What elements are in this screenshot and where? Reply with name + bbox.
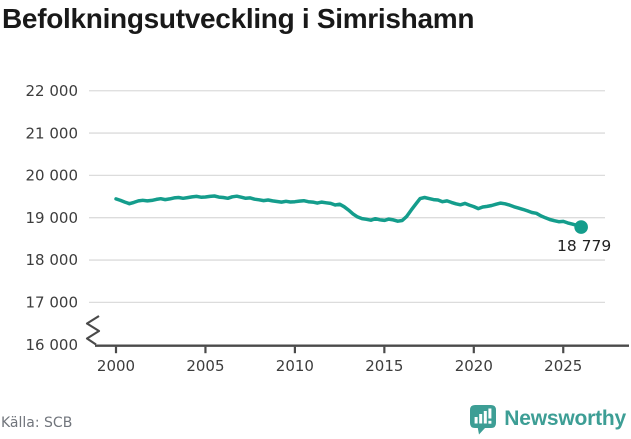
newsworthy-logo-icon xyxy=(470,404,497,434)
y-axis-label: 18 000 xyxy=(26,251,79,269)
y-axis-label: 22 000 xyxy=(26,82,79,100)
x-axis-label: 2000 xyxy=(97,357,135,375)
axis-break-icon xyxy=(85,315,101,346)
y-axis-label: 17 000 xyxy=(26,294,79,312)
y-axis-label: 19 000 xyxy=(26,209,79,227)
x-axis-label: 2005 xyxy=(186,357,224,375)
population-line xyxy=(114,194,583,229)
x-axis-label: 2025 xyxy=(544,357,582,375)
y-axis-label: 21 000 xyxy=(26,124,79,142)
chart-canvas: 22 000 21 000 20 000 19 000 18 000 17 000 16 0… xyxy=(26,82,629,375)
newsworthy-logo-text: Newsworthy xyxy=(504,407,626,430)
x-axis-label: 2015 xyxy=(365,357,403,375)
y-axis-label: 20 000 xyxy=(26,167,79,185)
x-axis-label: 2010 xyxy=(276,357,314,375)
source-label: Källa: SCB xyxy=(1,415,73,431)
x-axis-label: 2020 xyxy=(455,357,493,375)
y-axis-label: 16 000 xyxy=(26,336,79,354)
newsworthy-logo: Newsworthy xyxy=(469,402,626,436)
end-value-label: 18 779 xyxy=(557,237,611,255)
page-title: Befolkningsutveckling i Simrishamn xyxy=(2,3,475,34)
end-value-dot xyxy=(574,220,588,234)
